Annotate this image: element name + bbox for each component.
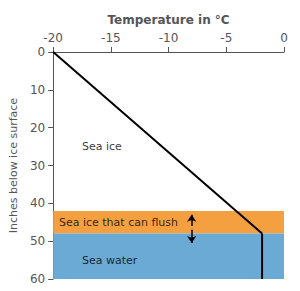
svg-text:60: 60 bbox=[30, 272, 45, 286]
svg-text:0: 0 bbox=[280, 31, 288, 45]
svg-text:50: 50 bbox=[30, 234, 45, 248]
svg-text:Inches below ice surface: Inches below ice surface bbox=[7, 98, 20, 234]
svg-text:0: 0 bbox=[38, 45, 46, 59]
svg-text:-10: -10 bbox=[159, 31, 179, 45]
svg-text:Sea water: Sea water bbox=[82, 254, 138, 267]
svg-text:-5: -5 bbox=[220, 31, 232, 45]
svg-text:10: 10 bbox=[30, 83, 45, 97]
svg-text:20: 20 bbox=[30, 121, 45, 135]
svg-text:40: 40 bbox=[30, 196, 45, 210]
svg-text:-20: -20 bbox=[43, 31, 63, 45]
svg-text:Sea ice that can flush: Sea ice that can flush bbox=[59, 216, 178, 229]
svg-text:30: 30 bbox=[30, 159, 45, 173]
svg-text:Temperature in °C: Temperature in °C bbox=[108, 13, 230, 27]
svg-text:Sea ice: Sea ice bbox=[82, 140, 122, 153]
svg-text:-15: -15 bbox=[101, 31, 121, 45]
